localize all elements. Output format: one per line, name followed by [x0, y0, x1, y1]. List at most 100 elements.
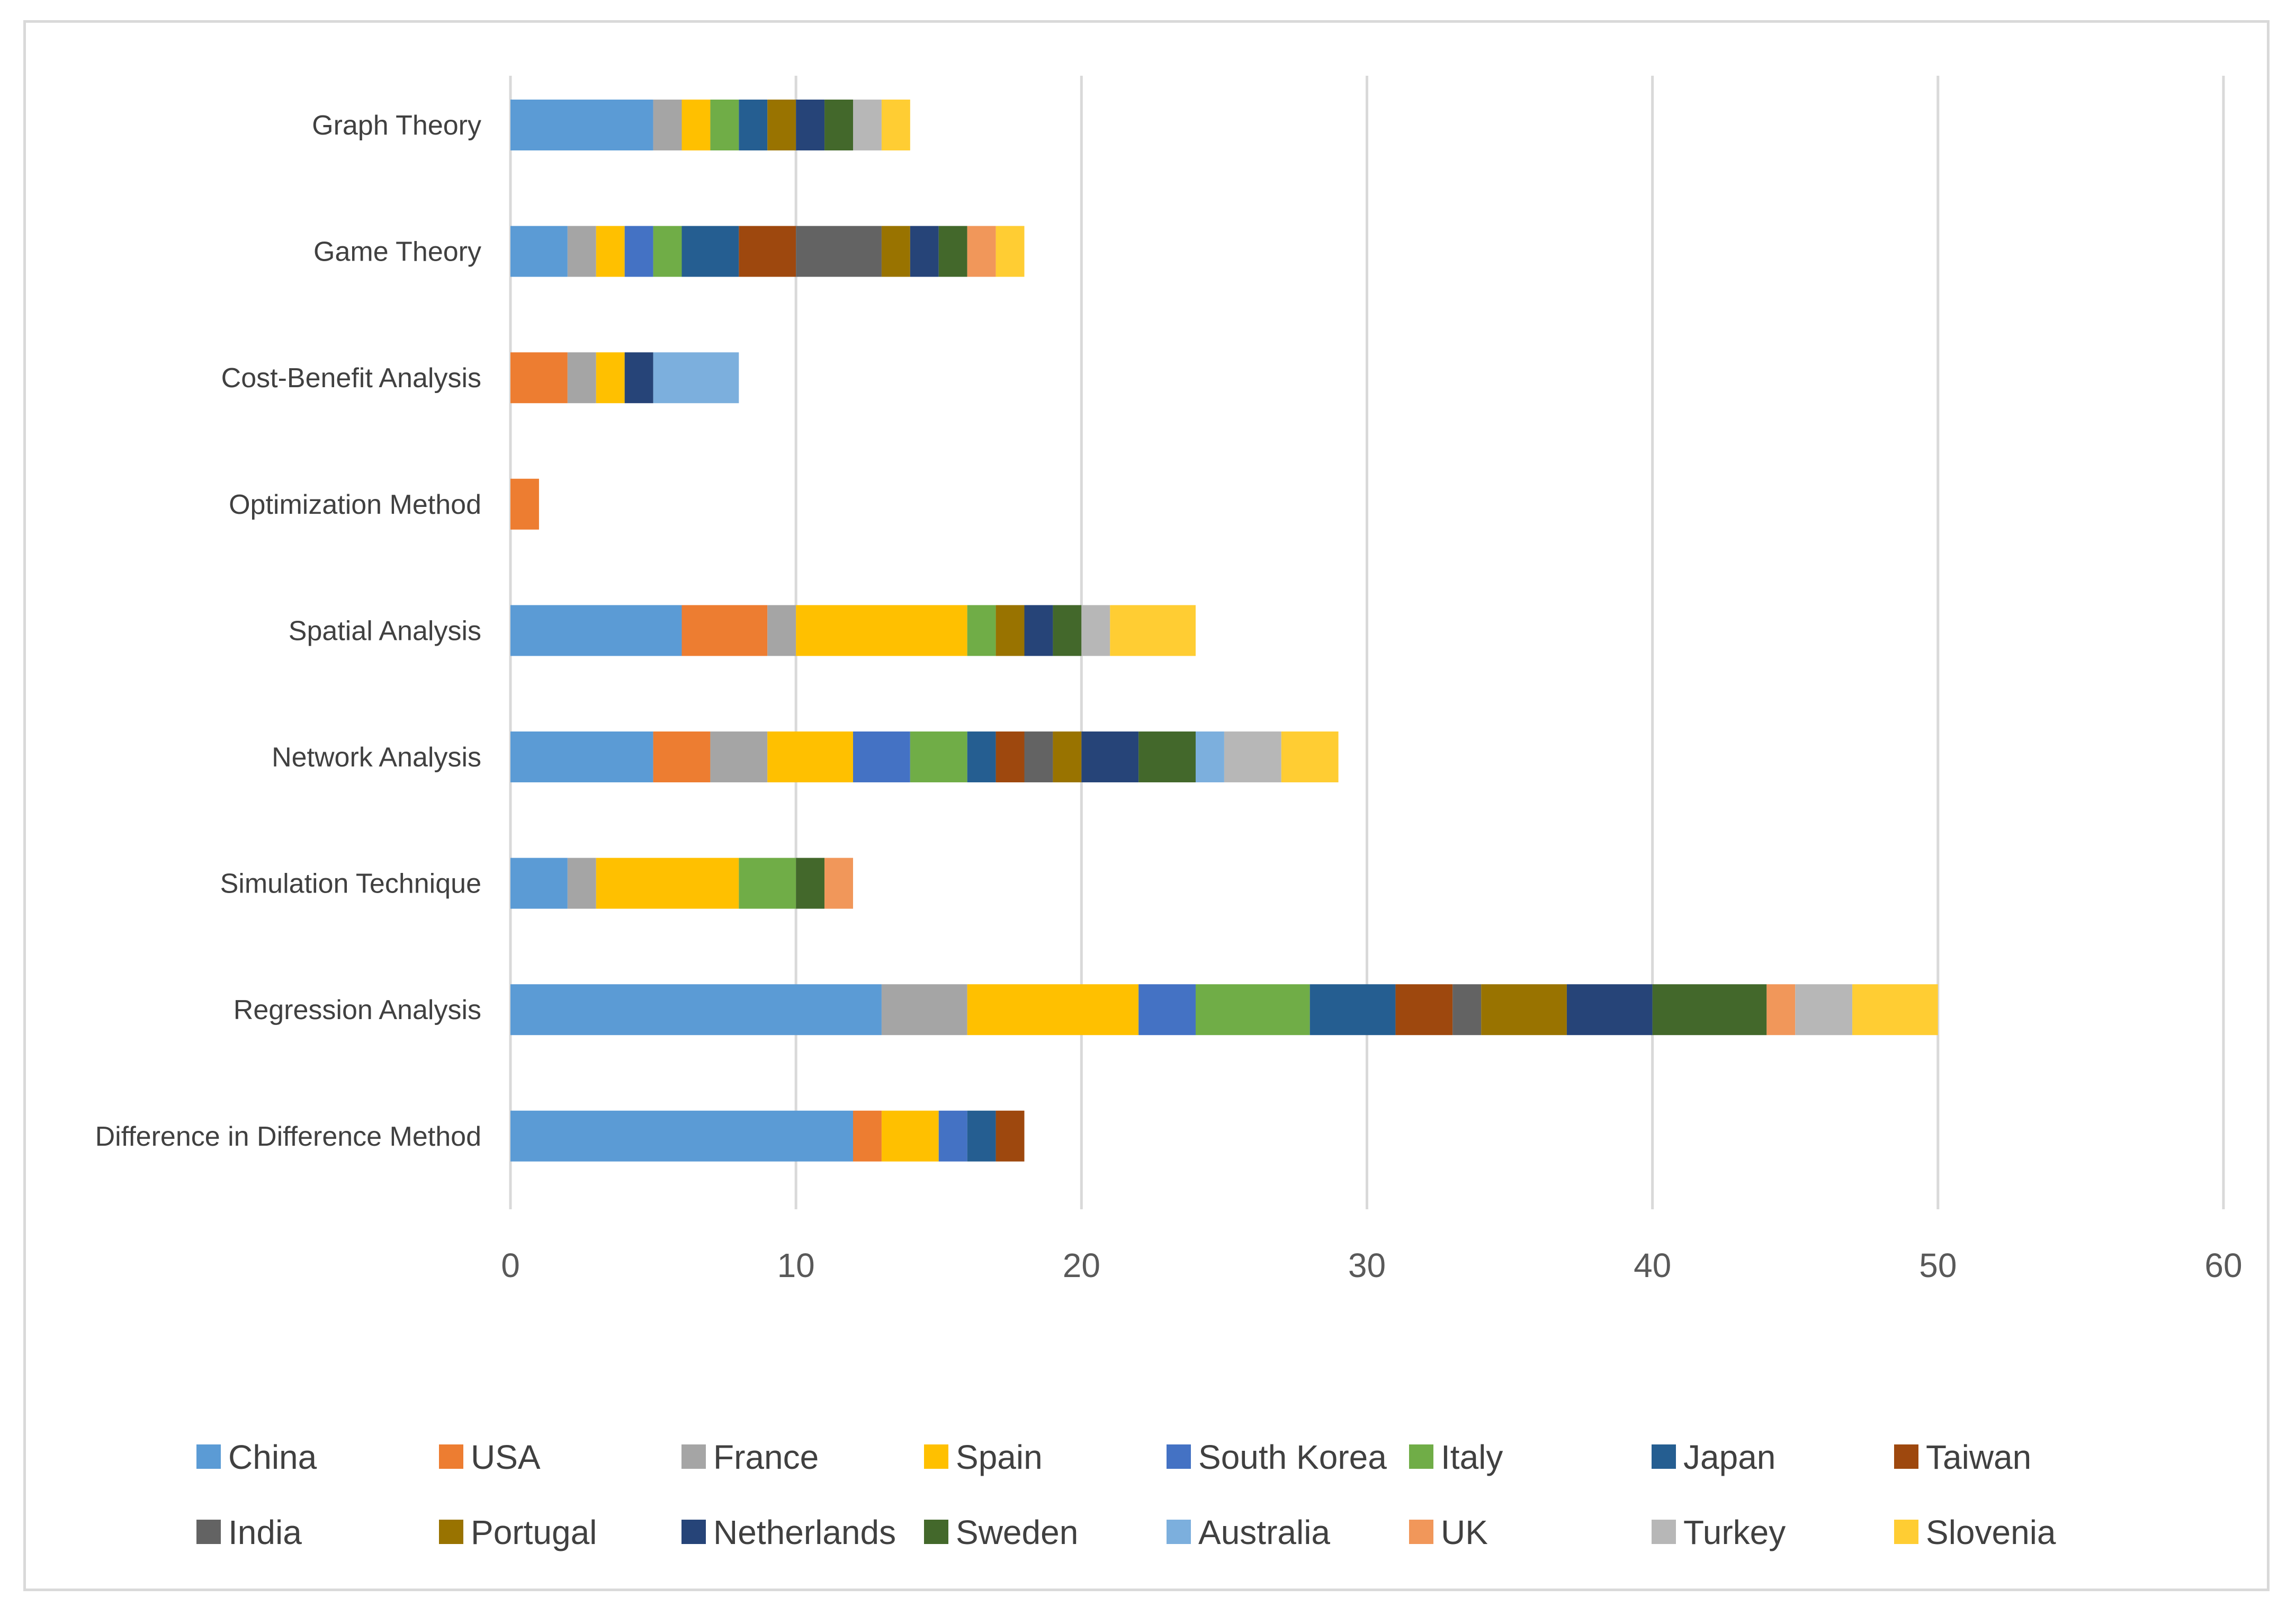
bar-segment-network-analysis-taiwan: [995, 731, 1025, 782]
bar-segment-network-analysis-portugal: [1053, 731, 1082, 782]
legend-swatch-taiwan: [1894, 1444, 1918, 1469]
category-labels: Graph Theory Game Theory Cost-Benefit Anal…: [95, 110, 481, 1152]
category-label-regression-analysis: Regression Analysis: [234, 995, 481, 1025]
bar-segment-game-theory-sweden: [938, 226, 967, 277]
category-label-difference-in-difference-method: Difference in Difference Method: [95, 1121, 481, 1152]
legend-swatch-china: [196, 1444, 221, 1469]
x-tick-label-0: 0: [501, 1246, 520, 1284]
bar-segment-network-analysis-italy: [910, 731, 967, 782]
bar-segment-graph-theory-china: [510, 100, 653, 150]
bar-segment-network-analysis-slovenia: [1281, 731, 1339, 782]
x-tick-label-40: 40: [1634, 1246, 1671, 1284]
legend-label-usa: USA: [471, 1438, 541, 1476]
bar-segment-spatial-analysis-china: [510, 605, 682, 656]
bar-segment-regression-analysis-uk: [1766, 984, 1796, 1036]
bar-segment-graph-theory-portugal: [767, 100, 796, 150]
bar-segment-game-theory-india: [796, 226, 882, 277]
bar-segment-graph-theory-japan: [739, 100, 768, 150]
legend-label-uk: UK: [1441, 1513, 1488, 1551]
bar-segment-network-analysis-turkey: [1224, 731, 1281, 782]
bar-segment-graph-theory-sweden: [824, 100, 853, 150]
x-tick-labels: 0 10 20 30 40 50 60: [501, 1246, 2242, 1284]
bar-segment-regression-analysis-italy: [1196, 984, 1310, 1036]
bar-segment-graph-theory-spain: [681, 100, 711, 150]
legend: China USA France Spain South Korea Italy Japan…: [196, 1438, 2056, 1551]
bar-segment-cost-benefit-analysis-france: [567, 352, 596, 404]
x-tick-label-50: 50: [1919, 1246, 1957, 1284]
bar-segment-spatial-analysis-france: [767, 605, 796, 656]
bar-segment-game-theory-netherlands: [910, 226, 939, 277]
bar-segment-spatial-analysis-turkey: [1081, 605, 1110, 656]
legend-label-sweden: Sweden: [956, 1513, 1078, 1551]
legend-swatch-south-korea: [1167, 1444, 1191, 1469]
bar-segment-difference-in-difference-method-taiwan: [995, 1110, 1025, 1162]
bar-segment-cost-benefit-analysis-netherlands: [624, 352, 653, 404]
bar-segment-game-theory-france: [567, 226, 596, 277]
bar-segment-regression-analysis-china: [510, 984, 882, 1036]
legend-label-slovenia: Slovenia: [1926, 1513, 2056, 1551]
bar-segment-simulation-technique-sweden: [796, 858, 825, 909]
bar-segment-simulation-technique-uk: [824, 858, 853, 909]
bar-segment-game-theory-taiwan: [739, 226, 796, 277]
bar-segment-regression-analysis-taiwan: [1395, 984, 1453, 1036]
bars: [510, 100, 1938, 1162]
bar-segment-network-analysis-australia: [1196, 731, 1224, 782]
bar-segment-network-analysis-china: [510, 731, 653, 782]
x-tick-label-30: 30: [1348, 1246, 1386, 1284]
stacked-bar-chart: Graph Theory Game Theory Cost-Benefit Anal…: [95, 76, 2243, 1551]
bar-segment-regression-analysis-south-korea: [1138, 984, 1196, 1036]
bar-segment-spatial-analysis-italy: [967, 605, 996, 656]
bar-segment-simulation-technique-italy: [739, 858, 796, 909]
bar-segment-difference-in-difference-method-usa: [853, 1110, 882, 1162]
bar-segment-spatial-analysis-netherlands: [1024, 605, 1053, 656]
x-tick-label-60: 60: [2204, 1246, 2242, 1284]
legend-swatch-japan: [1652, 1444, 1676, 1469]
category-label-simulation-technique: Simulation Technique: [220, 869, 481, 899]
legend-label-china: China: [228, 1438, 317, 1476]
bar-segment-simulation-technique-spain: [596, 858, 739, 909]
category-label-optimization-method: Optimization Method: [229, 489, 481, 520]
bar-segment-spatial-analysis-spain: [796, 605, 967, 656]
bar-segment-regression-analysis-portugal: [1481, 984, 1567, 1036]
bar-segment-optimization-method-usa: [510, 478, 539, 530]
bar-segment-game-theory-china: [510, 226, 568, 277]
legend-label-turkey: Turkey: [1683, 1513, 1786, 1551]
bar-segment-cost-benefit-analysis-spain: [596, 352, 625, 404]
bar-segment-difference-in-difference-method-japan: [967, 1110, 996, 1162]
bar-segment-network-analysis-japan: [967, 731, 996, 782]
legend-swatch-india: [196, 1520, 221, 1544]
bar-segment-spatial-analysis-slovenia: [1110, 605, 1196, 656]
legend-label-spain: Spain: [956, 1438, 1043, 1476]
legend-label-australia: Australia: [1198, 1513, 1330, 1551]
bar-segment-network-analysis-india: [1024, 731, 1053, 782]
bar-segment-game-theory-japan: [681, 226, 739, 277]
bar-segment-regression-analysis-netherlands: [1566, 984, 1653, 1036]
bar-segment-game-theory-spain: [596, 226, 625, 277]
legend-label-portugal: Portugal: [471, 1513, 597, 1551]
legend-label-south-korea: South Korea: [1198, 1438, 1387, 1476]
bar-segment-difference-in-difference-method-china: [510, 1110, 853, 1162]
bar-segment-regression-analysis-turkey: [1795, 984, 1853, 1036]
bar-segment-simulation-technique-france: [567, 858, 596, 909]
bar-segment-regression-analysis-japan: [1310, 984, 1396, 1036]
category-label-network-analysis: Network Analysis: [272, 742, 481, 773]
legend-swatch-usa: [439, 1444, 463, 1469]
legend-swatch-turkey: [1652, 1520, 1676, 1544]
legend-swatch-portugal: [439, 1520, 463, 1544]
bar-segment-network-analysis-usa: [653, 731, 711, 782]
bar-segment-game-theory-portugal: [881, 226, 910, 277]
legend-label-japan: Japan: [1683, 1438, 1775, 1476]
legend-label-netherlands: Netherlands: [713, 1513, 896, 1551]
bar-segment-game-theory-uk: [967, 226, 996, 277]
bar-segment-difference-in-difference-method-south-korea: [938, 1110, 967, 1162]
bar-segment-regression-analysis-india: [1452, 984, 1482, 1036]
bar-segment-graph-theory-turkey: [853, 100, 882, 150]
bar-segment-network-analysis-sweden: [1138, 731, 1196, 782]
bar-segment-spatial-analysis-usa: [681, 605, 768, 656]
bar-segment-cost-benefit-analysis-usa: [510, 352, 568, 404]
legend-label-india: India: [228, 1513, 302, 1551]
legend-label-italy: Italy: [1441, 1438, 1503, 1476]
legend-swatch-sweden: [924, 1520, 948, 1544]
x-tick-label-20: 20: [1063, 1246, 1100, 1284]
bar-segment-spatial-analysis-sweden: [1053, 605, 1082, 656]
